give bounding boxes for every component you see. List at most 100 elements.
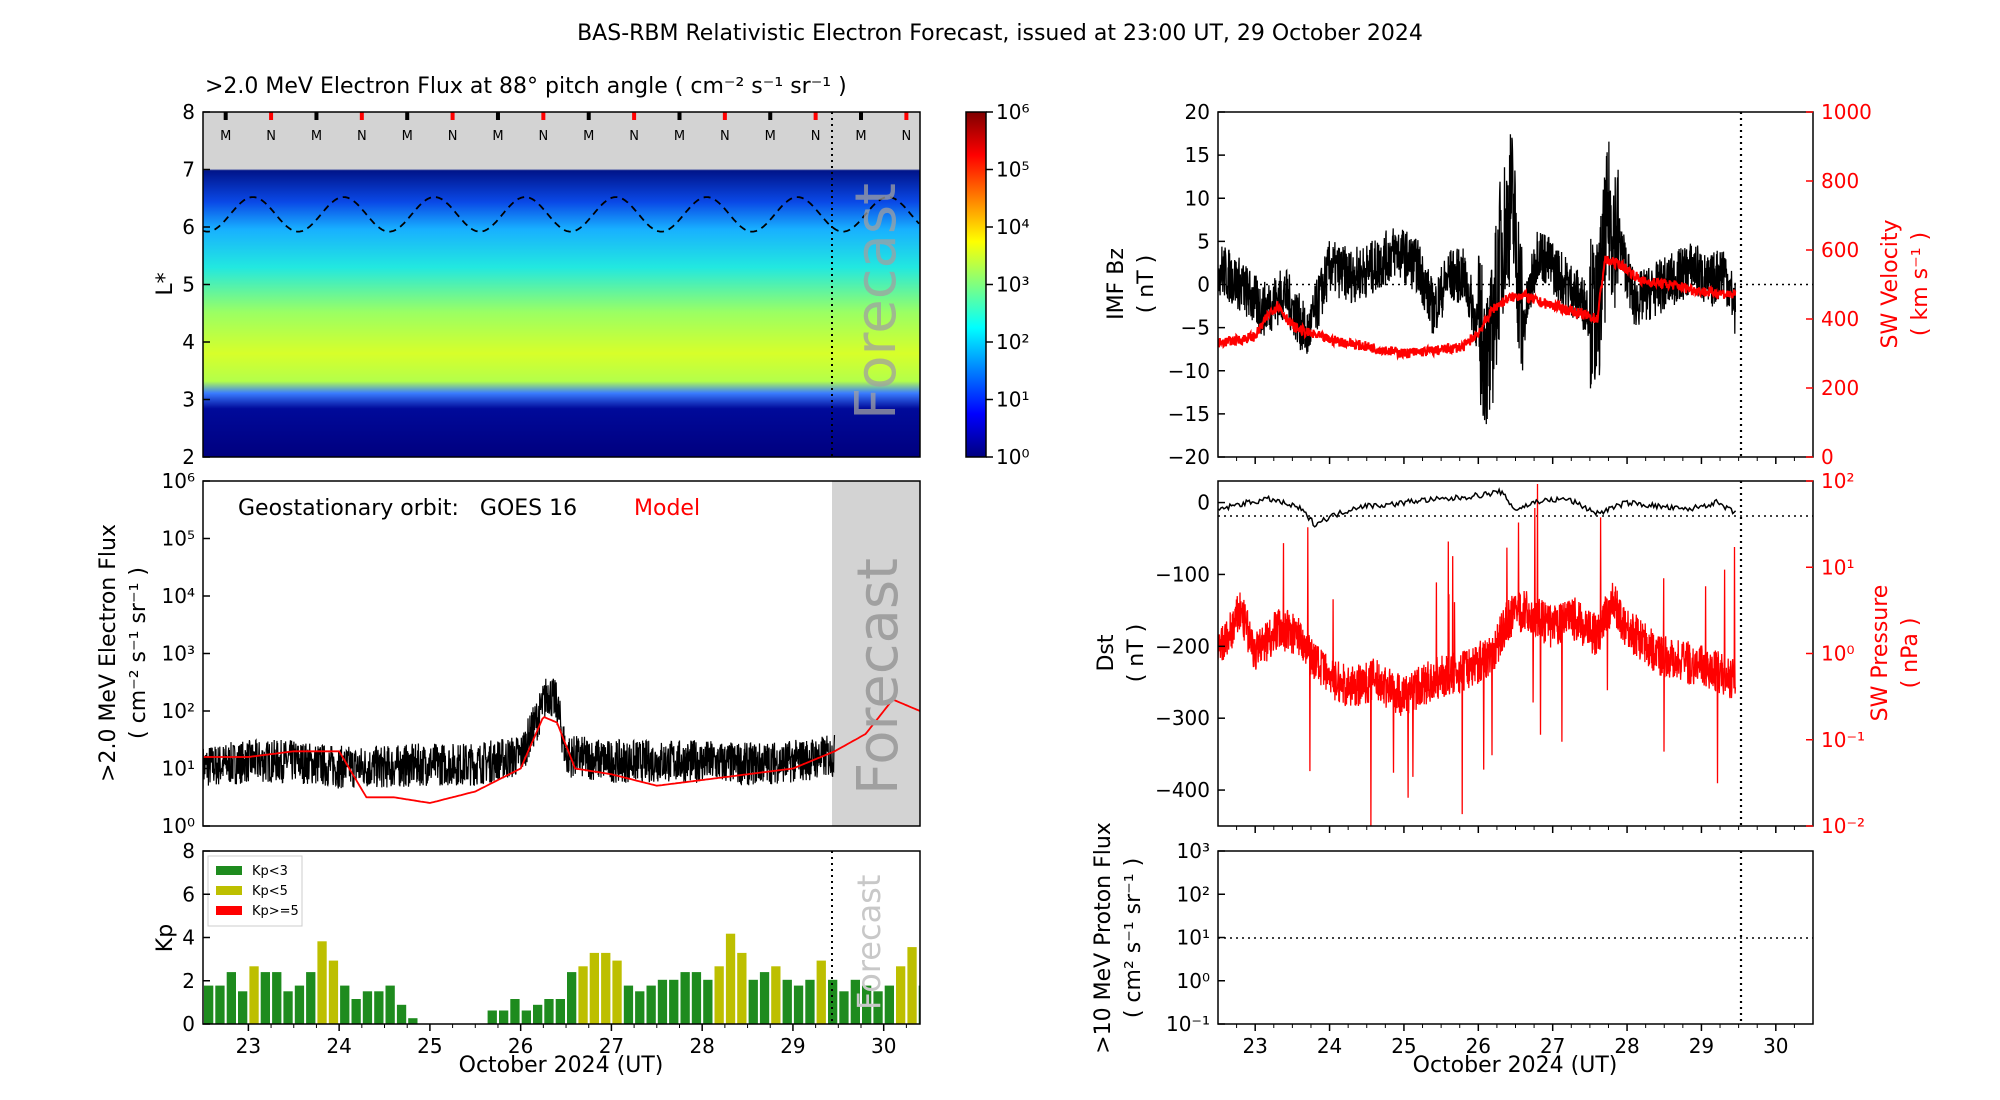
colorbar-tick-label: 10²	[996, 330, 1029, 354]
mn-label: N	[357, 129, 367, 144]
kp-bar	[374, 991, 384, 1024]
y-tick-label: 10	[1185, 186, 1210, 210]
kp-forecast-label: Forecast	[850, 875, 888, 1010]
kp-bar	[589, 952, 599, 1024]
flux-map-panel: >2.0 MeV Electron Flux at 88° pitch angl…	[153, 74, 1029, 469]
y-tick-label: 10¹	[162, 757, 195, 781]
mn-label: M	[402, 129, 413, 144]
kp-bar	[759, 972, 770, 1024]
y-tick-label: −10	[1168, 359, 1210, 383]
y-tick-label: 6	[182, 882, 195, 906]
kp-x-axis: 23 24 25 26 27 28 29 30	[236, 1024, 907, 1058]
kp-bar	[873, 991, 883, 1024]
x-tick-label: 27	[1540, 1034, 1565, 1058]
kp-bar	[612, 960, 622, 1024]
colorbar-tick-label: 10¹	[996, 388, 1029, 412]
kp-bar	[657, 979, 668, 1024]
kp-bar	[703, 979, 713, 1024]
y-tick-label: 5	[182, 273, 195, 297]
sw-pressure-y-axis: 10⁻² 10⁻¹ 10⁰ 10¹ 10²	[1806, 469, 1865, 838]
sw-velocity-ylabel-units: ( km s⁻¹ )	[1908, 232, 1933, 336]
kp-bar	[226, 972, 236, 1024]
mn-label: N	[902, 129, 912, 144]
y-tick-label: 4	[182, 330, 195, 354]
y-tick-label: 10¹	[1821, 555, 1854, 579]
y-tick-label: 6	[182, 215, 195, 239]
mn-label: M	[674, 129, 685, 144]
y-tick-label: 0	[182, 1012, 195, 1036]
kp-bar	[771, 966, 781, 1024]
kp-bar	[953, 986, 962, 1024]
mn-label: M	[765, 129, 776, 144]
y-tick-label: −400	[1155, 778, 1210, 802]
geo-flux-y-axis: 10⁰ 10¹ 10² 10³ 10⁴ 10⁵ 10⁶	[162, 469, 210, 838]
kp-bar	[521, 1010, 531, 1024]
imf-x-ticks	[1236, 457, 1795, 464]
kp-bar	[839, 991, 849, 1024]
sw-velocity-line	[1218, 255, 1737, 361]
mn-label: M	[855, 129, 866, 144]
y-tick-label: 10¹	[1177, 926, 1210, 950]
kp-bar	[328, 960, 339, 1024]
x-tick-label: 27	[599, 1034, 624, 1058]
colorbar	[965, 111, 987, 458]
kp-bar	[260, 972, 270, 1024]
mn-label: M	[220, 129, 231, 144]
legend-label-kp3: Kp<3	[252, 864, 288, 879]
kp-bar	[351, 999, 361, 1024]
geo-flux-panel: Forecast Geostationary orbit: GOES 16 Mo…	[96, 469, 921, 838]
right-xlabel: October 2024 (UT)	[1413, 1053, 1618, 1078]
kp-bar	[998, 986, 1007, 1024]
dst-ylabel-units: ( nT )	[1124, 624, 1149, 683]
y-tick-label: −200	[1155, 634, 1210, 658]
mn-label: N	[448, 129, 458, 144]
y-tick-label: 1000	[1821, 100, 1872, 124]
mn-label: N	[811, 129, 821, 144]
y-tick-label: 7	[182, 158, 195, 182]
y-tick-label: −5	[1181, 316, 1210, 340]
kp-bar	[793, 985, 804, 1024]
kp-y-axis: 0 2 4 6 8	[182, 839, 210, 1036]
kp-bar	[306, 972, 316, 1024]
kp-bar	[976, 986, 985, 1024]
kp-bar	[204, 985, 214, 1024]
x-tick-label: 26	[508, 1034, 533, 1058]
y-tick-label: 2	[182, 445, 195, 469]
kp-bar	[499, 1010, 509, 1024]
kp-bar	[816, 960, 826, 1024]
kp-bar	[884, 985, 894, 1024]
y-tick-label: 20	[1185, 100, 1210, 124]
x-tick-label: 25	[417, 1034, 442, 1058]
kp-bar	[987, 986, 996, 1024]
mn-label: N	[538, 129, 548, 144]
kp-bar	[737, 952, 747, 1024]
kp-legend: Kp<3 Kp<5 Kp>=5	[207, 855, 303, 927]
y-tick-label: 10²	[162, 699, 195, 723]
imf-y-axis: 20 15 10 5 0 −5 −10 −15 −20	[1168, 100, 1225, 469]
kp-bar	[748, 979, 758, 1024]
y-tick-label: 3	[182, 388, 195, 412]
kp-bar	[578, 966, 588, 1024]
y-tick-label: 10³	[162, 642, 195, 666]
y-tick-label: 10⁰	[1177, 969, 1210, 993]
kp-bar	[362, 991, 373, 1024]
imf-ylabel-units: ( nT )	[1134, 255, 1159, 314]
x-tick-label: 24	[326, 1034, 351, 1058]
colorbar-tick-label: 10⁶	[996, 100, 1029, 124]
dst-line	[1218, 487, 1737, 528]
x-tick-label: 28	[1614, 1034, 1639, 1058]
kp-bar	[340, 985, 350, 1024]
y-tick-label: 10⁰	[1821, 642, 1854, 666]
kp-bar	[272, 972, 282, 1024]
dst-y-axis: 0 −100 −200 −300 −400	[1155, 491, 1225, 802]
kp-bar	[941, 986, 950, 1024]
proton-y-axis: 10⁻¹ 10⁰ 10¹ 10² 10³	[1166, 839, 1225, 1036]
flux-map-forecast-label: Forecast	[844, 183, 909, 420]
kp-bar	[896, 966, 906, 1024]
kp-bar	[396, 1004, 407, 1024]
figure-title: BAS-RBM Relativistic Electron Forecast, …	[577, 21, 1423, 46]
kp-bar	[533, 1004, 543, 1024]
proton-x-axis: 23 24 25 26 27 28 29 30	[1236, 1024, 1795, 1058]
y-tick-label: 200	[1821, 376, 1859, 400]
